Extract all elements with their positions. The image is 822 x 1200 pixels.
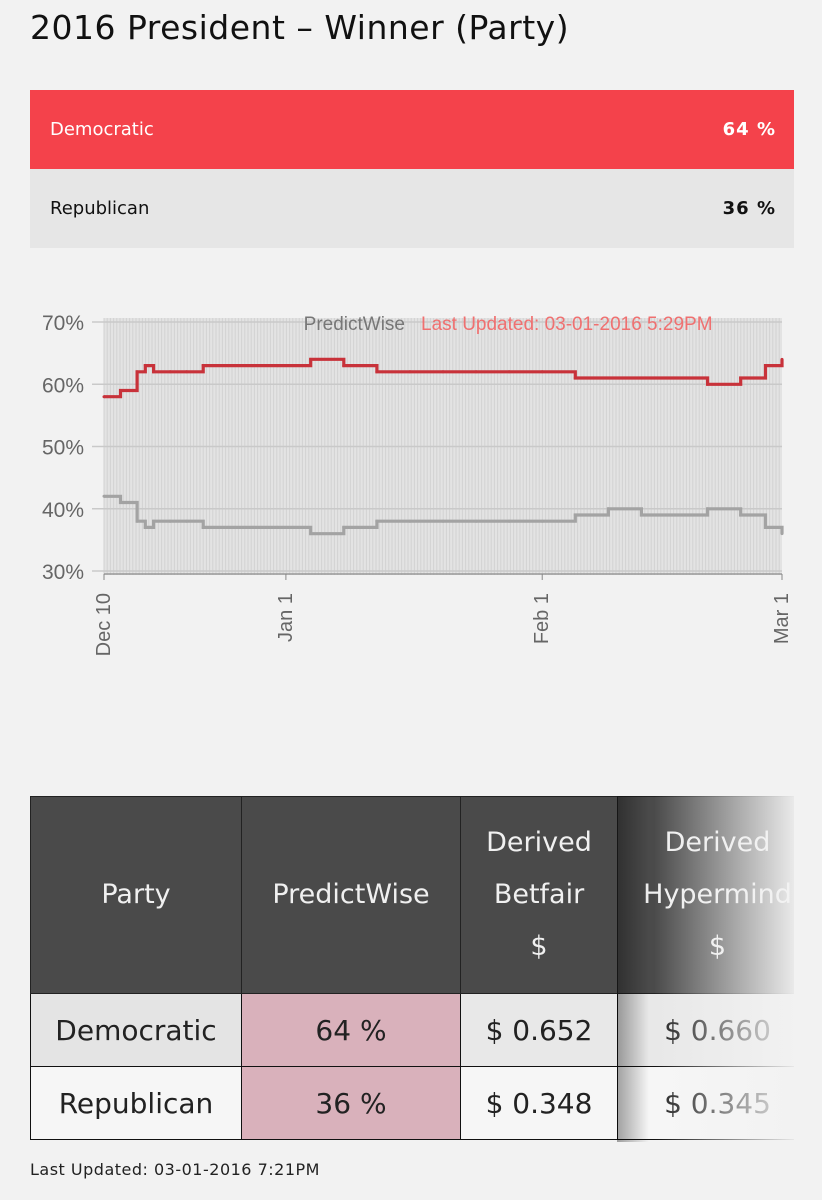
summary-percent: 64 % bbox=[722, 119, 776, 140]
chart-grid bbox=[92, 318, 782, 575]
data-point bbox=[119, 501, 123, 505]
table-row: Democratic 64 % $ 0.652 $ 0.660 bbox=[30, 993, 794, 1067]
x-tick-label: Dec 10 bbox=[93, 593, 115, 656]
data-point bbox=[673, 513, 677, 517]
y-tick-label: 30% bbox=[42, 561, 84, 584]
data-point bbox=[639, 376, 643, 380]
data-point bbox=[408, 519, 412, 523]
chart-container: 70% 60% 50% 40% 30% Dec 10 Jan 1 Feb 1 Mar 1 Pr… bbox=[0, 300, 822, 690]
party-summary: Democratic 64 % Republican 36 % bbox=[30, 90, 794, 248]
table-row: Republican 36 % $ 0.348 $ 0.345 bbox=[30, 1066, 794, 1140]
data-point bbox=[375, 370, 379, 374]
data-point bbox=[780, 357, 784, 361]
col-header-party[interactable]: Party bbox=[30, 796, 242, 994]
cell-hypermind: $ 0.345 bbox=[617, 1066, 794, 1140]
data-point bbox=[309, 532, 313, 536]
data-point bbox=[706, 507, 710, 511]
data-point bbox=[226, 525, 230, 529]
data-point bbox=[673, 376, 677, 380]
cell-betfair: $ 0.652 bbox=[460, 993, 618, 1067]
data-point bbox=[507, 370, 511, 374]
data-point bbox=[540, 519, 544, 523]
data-point bbox=[639, 513, 643, 517]
data-point bbox=[276, 364, 280, 368]
data-point bbox=[408, 370, 412, 374]
data-point bbox=[143, 525, 147, 529]
cell-hypermind: $ 0.660 bbox=[617, 993, 794, 1067]
series-line-republican bbox=[104, 494, 784, 536]
data-point bbox=[606, 507, 610, 511]
data-point bbox=[739, 376, 743, 380]
summary-row-republican[interactable]: Republican 36 % bbox=[30, 169, 794, 248]
col-header-hypermind[interactable]: Derived Hypermind $ bbox=[617, 796, 794, 994]
cell-party: Republican bbox=[30, 1066, 242, 1140]
y-tick-label: 50% bbox=[42, 437, 84, 460]
odds-table: Party PredictWise Derived Betfair $ Derive… bbox=[30, 796, 794, 1142]
summary-party-label: Democratic bbox=[50, 119, 154, 140]
data-point bbox=[152, 519, 156, 523]
y-tick-label: 40% bbox=[42, 499, 84, 522]
x-axis: Dec 10 Jan 1 Feb 1 Mar 1 bbox=[93, 574, 793, 656]
data-point bbox=[474, 519, 478, 523]
y-tick-label: 60% bbox=[42, 374, 84, 397]
x-tick-label: Mar 1 bbox=[771, 593, 793, 644]
data-point bbox=[573, 376, 577, 380]
cell-party: Democratic bbox=[30, 993, 242, 1067]
data-point bbox=[309, 357, 313, 361]
chart-series bbox=[102, 357, 784, 536]
cell-betfair: $ 0.348 bbox=[460, 1066, 618, 1140]
data-point bbox=[201, 525, 205, 529]
data-point bbox=[540, 370, 544, 374]
summary-percent: 36 % bbox=[722, 198, 776, 219]
data-point bbox=[276, 525, 280, 529]
data-point bbox=[375, 519, 379, 523]
data-point bbox=[102, 494, 106, 498]
data-point bbox=[251, 364, 255, 368]
data-point bbox=[780, 532, 784, 536]
data-point bbox=[763, 364, 767, 368]
data-point bbox=[507, 519, 511, 523]
series-line-democratic bbox=[104, 357, 784, 399]
data-point bbox=[251, 525, 255, 529]
data-point bbox=[606, 376, 610, 380]
data-point bbox=[185, 519, 189, 523]
col-header-predictwise[interactable]: PredictWise bbox=[241, 796, 461, 994]
data-point bbox=[706, 382, 710, 386]
chart-brand-label: PredictWise bbox=[304, 314, 405, 335]
data-point bbox=[739, 513, 743, 517]
x-tick-label: Jan 1 bbox=[275, 593, 297, 642]
footer-last-updated: Last Updated: 03-01-2016 7:21PM bbox=[30, 1160, 320, 1179]
chart-updated-label: Last Updated: 03-01-2016 5:29PM bbox=[421, 314, 713, 335]
data-point bbox=[135, 370, 139, 374]
data-point bbox=[474, 370, 478, 374]
data-point bbox=[143, 364, 147, 368]
data-point bbox=[119, 388, 123, 392]
data-point bbox=[573, 513, 577, 517]
data-point bbox=[168, 519, 172, 523]
page-title: 2016 President – Winner (Party) bbox=[30, 8, 570, 47]
data-point bbox=[168, 370, 172, 374]
data-point bbox=[441, 370, 445, 374]
data-point bbox=[152, 370, 156, 374]
col-header-betfair[interactable]: Derived Betfair $ bbox=[460, 796, 618, 994]
summary-party-label: Republican bbox=[50, 198, 150, 219]
line-chart: 70% 60% 50% 40% 30% Dec 10 Jan 1 Feb 1 Mar 1 Pr… bbox=[42, 312, 793, 656]
y-tick-label: 70% bbox=[42, 312, 84, 335]
summary-row-democratic[interactable]: Democratic 64 % bbox=[30, 90, 794, 169]
data-point bbox=[342, 364, 346, 368]
data-point bbox=[763, 525, 767, 529]
data-point bbox=[226, 364, 230, 368]
x-tick-label: Feb 1 bbox=[531, 593, 553, 644]
cell-predictwise: 64 % bbox=[241, 993, 461, 1067]
data-point bbox=[102, 395, 106, 399]
cell-predictwise: 36 % bbox=[241, 1066, 461, 1140]
table-header-row: Party PredictWise Derived Betfair $ Derive… bbox=[30, 796, 794, 994]
data-point bbox=[135, 519, 139, 523]
data-point bbox=[201, 364, 205, 368]
data-point bbox=[342, 525, 346, 529]
y-axis: 70% 60% 50% 40% 30% bbox=[42, 312, 84, 584]
data-point bbox=[441, 519, 445, 523]
data-point bbox=[185, 370, 189, 374]
